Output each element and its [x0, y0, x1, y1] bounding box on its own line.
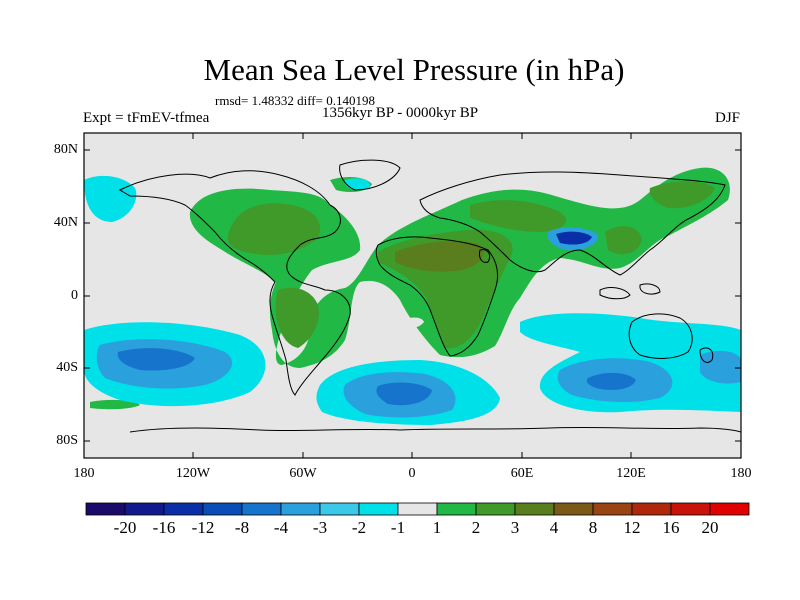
colorbar-swatch — [202, 502, 243, 516]
colorbar-label: -1 — [390, 518, 406, 537]
lat-label-40s: 40S — [56, 360, 78, 375]
tibet-core — [556, 231, 592, 245]
colorbar-label: 12 — [623, 518, 641, 537]
contour-fill — [84, 167, 741, 425]
colorbar-label: -3 — [312, 518, 328, 537]
colorbar-swatch — [592, 502, 633, 516]
tasman-mid — [700, 350, 741, 384]
colorbar-swatch — [241, 502, 282, 516]
colorbar-label: 2 — [471, 518, 481, 537]
colorbar-label: -12 — [191, 518, 215, 537]
colorbar-swatch — [514, 502, 555, 516]
experiment-label: Expt = tFmEV-tfmea — [83, 110, 210, 126]
colorbar-label: 16 — [662, 518, 680, 537]
colorbar-swatch — [436, 502, 477, 516]
colorbar-swatch — [397, 502, 438, 516]
lat-label-40n: 40N — [53, 215, 78, 230]
season-label: DJF — [714, 110, 740, 126]
axis-ticks — [84, 133, 741, 458]
colorbar-swatch — [709, 502, 750, 516]
lon-label-60w: 60W — [289, 466, 317, 481]
colorbar-label: 3 — [510, 518, 520, 537]
colorbar-label: -2 — [351, 518, 367, 537]
colorbar-label: 8 — [588, 518, 598, 537]
colorbar-swatch — [475, 502, 516, 516]
east-asia-strong — [605, 226, 642, 255]
colorbar-swatch — [553, 502, 594, 516]
africa-peak — [395, 241, 484, 272]
colorbar-label: 20 — [701, 518, 719, 537]
indian-ocean-core — [586, 372, 636, 390]
stats-label: rmsd= 1.48332 diff= 0.140198 — [215, 93, 375, 108]
south-pacific-positive — [90, 399, 140, 410]
arctic-negative — [345, 178, 371, 191]
colorbar-label: 1 — [432, 518, 442, 537]
colorbar-swatch — [85, 502, 126, 516]
colorbar-swatch — [358, 502, 399, 516]
period-label: 1356kyr BP - 0000kyr BP — [322, 105, 479, 121]
lon-label-180w: 180 — [73, 466, 95, 481]
colorbar-swatch — [280, 502, 321, 516]
lon-label-180e: 180 — [730, 466, 752, 481]
north-america-strong — [227, 203, 321, 256]
north-pacific-negative — [84, 175, 137, 222]
colorbar-label: 4 — [549, 518, 559, 537]
south-atlantic-core — [376, 382, 432, 406]
south-pacific-core — [117, 348, 195, 371]
asia-strong — [470, 200, 567, 232]
colorbar-swatch — [319, 502, 360, 516]
coastlines — [118, 159, 741, 433]
colorbar-swatch — [124, 502, 165, 516]
atlantic-hole — [400, 317, 424, 328]
colorbar-swatch — [631, 502, 672, 516]
colorbar-label: -16 — [152, 518, 176, 537]
east-asia-north — [649, 181, 715, 209]
south-america-strong — [275, 287, 319, 348]
lat-label-0: 0 — [71, 288, 78, 303]
colorbar-swatch — [163, 502, 204, 516]
lat-label-80s: 80S — [56, 433, 78, 448]
lat-label-80n: 80N — [53, 142, 78, 157]
lon-label-60e: 60E — [510, 466, 534, 481]
colorbar-label: -8 — [234, 518, 250, 537]
colorbar-label: -4 — [273, 518, 289, 537]
lon-label-120w: 120W — [175, 466, 211, 481]
map-title: Mean Sea Level Pressure (in hPa) — [203, 52, 625, 87]
colorbar — [85, 502, 750, 516]
colorbar-swatch — [670, 502, 711, 516]
colorbar-label: -20 — [113, 518, 137, 537]
lon-label-0: 0 — [408, 466, 416, 481]
lon-label-120e: 120E — [616, 466, 646, 481]
